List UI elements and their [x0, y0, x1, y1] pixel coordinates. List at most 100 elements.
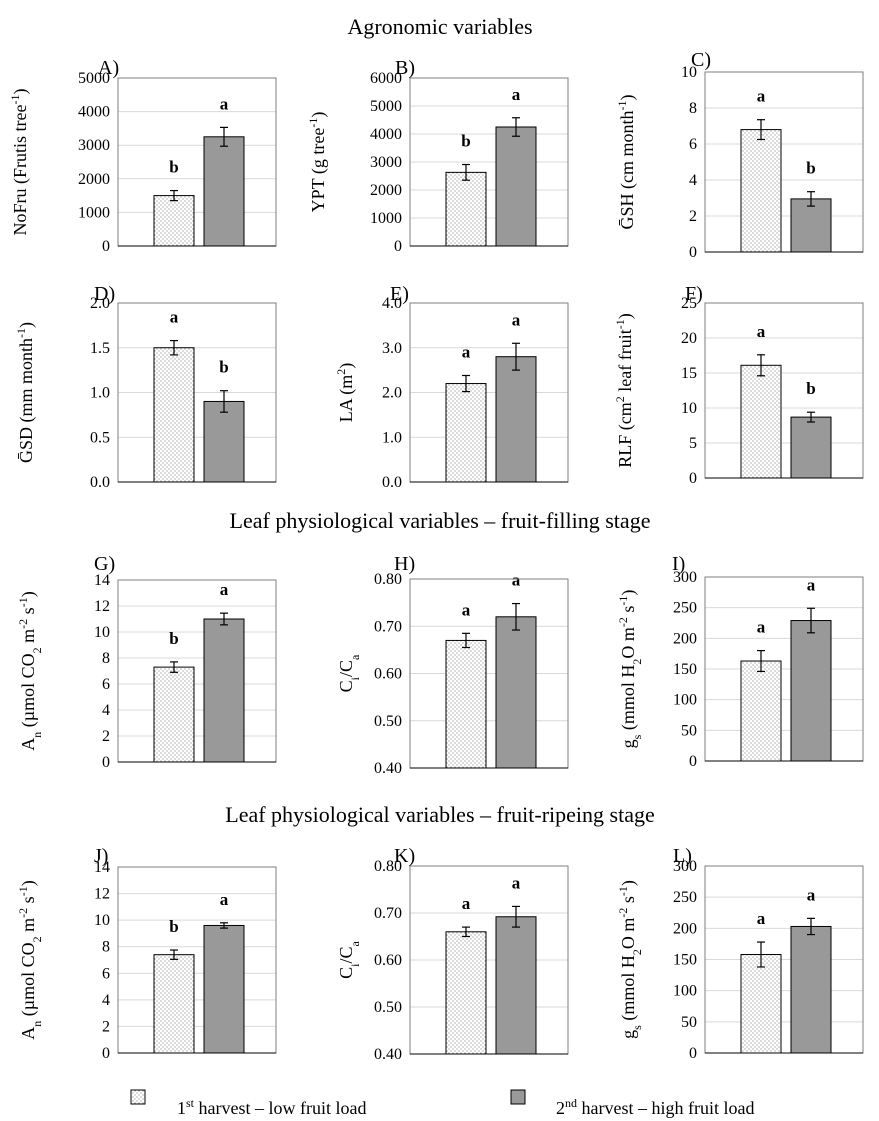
- tick-label: 5000: [370, 98, 402, 115]
- significance-letter: a: [220, 890, 229, 909]
- bar-d-2: [203, 400, 245, 483]
- section-title-agronomic: Agronomic variables: [347, 14, 532, 39]
- tick-label: 5: [689, 435, 697, 452]
- tick-label: 10: [681, 64, 697, 81]
- panel-letter: C): [691, 49, 711, 71]
- y-label-part: n: [30, 1021, 44, 1027]
- tick-label: 1.0: [382, 429, 402, 446]
- significance-letter: b: [806, 159, 815, 178]
- y-label-part: -1: [613, 319, 627, 329]
- y-label-part: m: [18, 629, 38, 648]
- bar-i-1: [740, 660, 782, 762]
- tick-label: 0.50: [374, 999, 402, 1016]
- significance-letter: b: [219, 358, 228, 377]
- y-label-part: 2: [30, 936, 44, 942]
- legend: 1st harvest – low fruit load 2nd harvest…: [130, 1089, 754, 1118]
- bar-e-1: [445, 383, 487, 483]
- y-label-part: ): [618, 590, 639, 596]
- y-axis-label: Ci/Ca: [336, 940, 362, 978]
- panel-d: 0.0 0.5 1.0 1.5 2.0 a b D) ḠSD (mm month-1): [14, 283, 277, 491]
- y-label-part: ): [615, 313, 636, 319]
- tick-label: 0.5: [90, 429, 110, 446]
- significance-letter: a: [220, 94, 229, 113]
- tick-label: 0.60: [374, 952, 402, 969]
- y-axis-label: An (µmol CO2 m-2 s-1): [16, 591, 44, 750]
- tick-label: 200: [673, 920, 697, 937]
- tick-label: 50: [681, 1014, 697, 1031]
- bar-d-1: [153, 347, 195, 483]
- legend-label-second: 2nd harvest – high fruit load: [556, 1096, 754, 1118]
- significance-letter: a: [757, 87, 766, 106]
- y-label-part: C: [336, 680, 356, 692]
- tick-label: 6: [689, 136, 697, 153]
- legend-second-sup: nd: [565, 1096, 577, 1110]
- y-label-part: YPT (g tree: [308, 128, 329, 213]
- significance-letter: a: [462, 894, 471, 913]
- tick-label: 100: [673, 692, 697, 709]
- panel-a: 0 1000 2000 3000 4000 5000 b a A) NoFru (Frutis t…: [8, 57, 277, 255]
- tick-label: 10: [94, 912, 110, 929]
- tick-label: 0.50: [374, 713, 402, 730]
- legend-swatch-first: [130, 1089, 146, 1105]
- panel-letter: D): [94, 283, 115, 305]
- y-label-part: -2: [616, 908, 630, 918]
- tick-label: 0: [102, 1045, 110, 1062]
- panel-c: 0 2 4 6 8 10 a b C) ḠSH (cm month-1): [615, 49, 864, 261]
- y-label-part: s: [618, 606, 638, 618]
- y-label-part: -1: [8, 95, 22, 105]
- significance-letter: a: [807, 575, 816, 594]
- tick-label: 12: [94, 598, 110, 615]
- tick-label: 150: [673, 661, 697, 678]
- significance-letter: a: [170, 308, 179, 327]
- tick-label: 2: [102, 728, 110, 745]
- y-label-part: -1: [16, 886, 30, 896]
- plot-frame: [117, 579, 277, 763]
- panel-e: 0.0 1.0 2.0 3.0 4.0 a a E) LA (m2): [334, 283, 569, 491]
- plot-frame: [704, 302, 864, 479]
- y-axis-label: gs (mmol H2O m-2 s-1): [616, 590, 644, 749]
- y-label-part: /C: [336, 660, 356, 677]
- significance-letter: b: [461, 132, 470, 151]
- bar-g-2: [203, 618, 245, 763]
- significance-letter: a: [757, 618, 766, 637]
- y-label-part: ḠSH (cm month: [617, 111, 638, 230]
- panel-letter: K): [394, 845, 415, 867]
- panel-letter: B): [395, 57, 415, 79]
- y-label-part: -1: [616, 886, 630, 896]
- y-label-part: ): [16, 322, 37, 328]
- tick-label: 0: [689, 753, 697, 770]
- tick-label: 1.5: [90, 340, 110, 357]
- legend-first-pre: 1: [177, 1098, 186, 1118]
- y-label-part: 2: [613, 396, 627, 402]
- tick-label: 0.70: [374, 618, 402, 635]
- y-axis-label: gs (mmol H2O m-2 s-1): [616, 880, 644, 1039]
- y-label-part: /C: [336, 946, 356, 963]
- tick-label: 4.0: [382, 295, 402, 312]
- significance-letter: a: [512, 873, 521, 892]
- tick-label: 0: [394, 238, 402, 255]
- y-label-part: LA (m: [336, 375, 357, 423]
- panel-b: 0 1000 2000 3000 4000 5000 6000 b a B) YPT (g tree…: [306, 57, 569, 255]
- y-axis-label: An (µmol CO2 m-2 s-1): [16, 880, 44, 1039]
- y-label-part: (µmol CO: [18, 653, 39, 731]
- y-label-part: -1: [14, 328, 28, 338]
- y-label-part: ): [618, 880, 639, 886]
- significance-letter: a: [512, 85, 521, 104]
- section-title-ripening: Leaf physiological variables – fruit-rip…: [225, 802, 654, 827]
- tick-label: 0.40: [374, 1046, 402, 1063]
- tick-label: 15: [681, 365, 697, 382]
- bar-c-2: [790, 198, 832, 253]
- legend-second-post: harvest – high fruit load: [577, 1098, 754, 1118]
- bar-j-2: [203, 924, 245, 1054]
- tick-label: 250: [673, 600, 697, 617]
- y-label-part: 2: [630, 659, 644, 665]
- legend-swatch-second: [510, 1089, 526, 1105]
- y-label-part: s: [618, 896, 638, 908]
- y-label-part: ): [10, 89, 31, 95]
- tick-label: 300: [673, 858, 697, 875]
- panel-letter: F): [685, 283, 703, 305]
- y-label-part: ): [336, 363, 357, 369]
